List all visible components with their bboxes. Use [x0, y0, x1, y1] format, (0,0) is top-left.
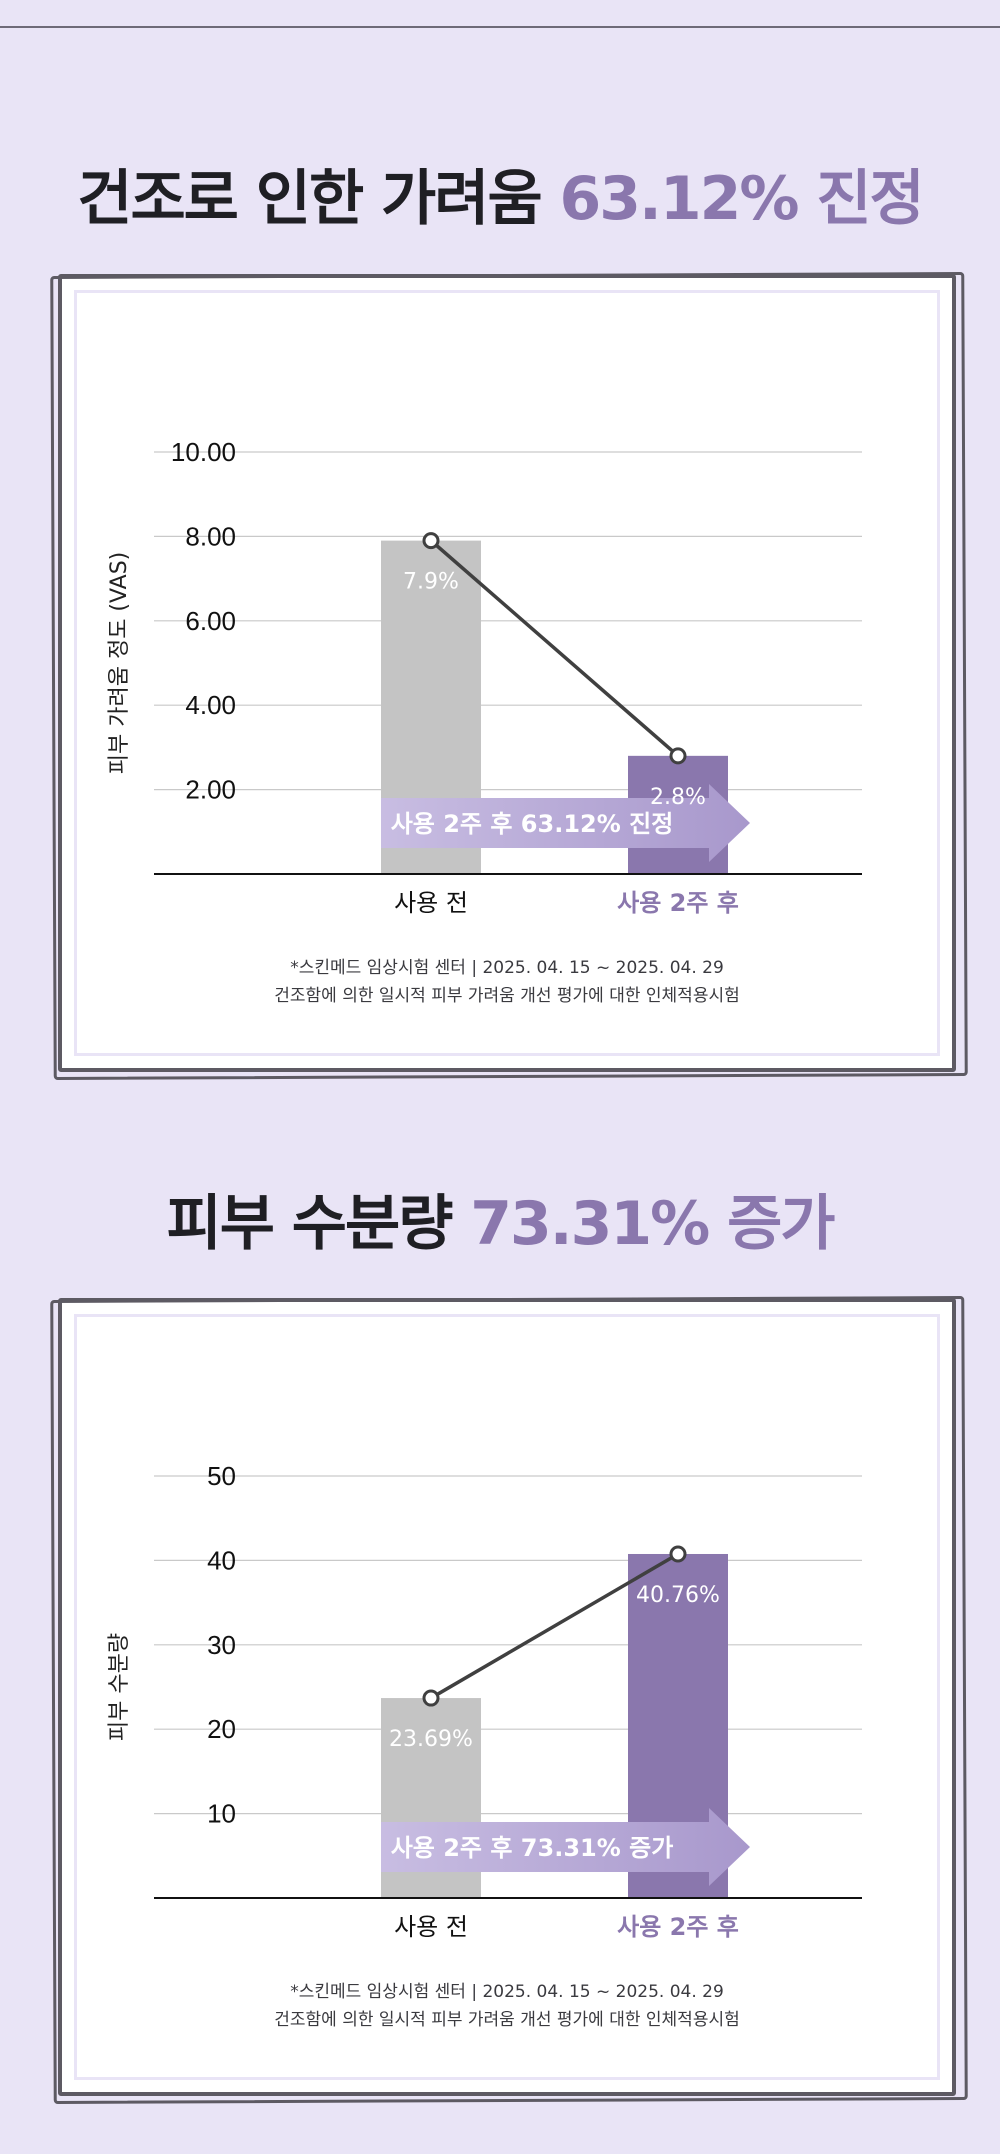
chart-frame: 피부 수분량 10 20 30 40 50 사용 2주 후 73.31% 증가 23.69% 4… [58, 1298, 956, 2096]
title-main: 건조로 인한 가려움 [77, 164, 560, 234]
trend-line [430, 1552, 679, 1700]
title-highlight: 73.31% 증가 [470, 1189, 835, 1259]
y-axis-label: 피부 수분량 [107, 1633, 132, 1741]
bar-value-label: 7.9% [403, 570, 459, 595]
y-tick-label: 50 [207, 1461, 236, 1491]
improvement-arrow: 사용 2주 후 63.12% 진정 [381, 784, 750, 862]
bar-value-label: 2.8% [650, 785, 706, 810]
footnote: *스킨메드 임상시험 센터 | 2025. 04. 15 ~ 2025. 04.… [62, 1978, 952, 2034]
arrow-shape [381, 1808, 750, 1886]
y-tick-label: 8.00 [185, 521, 236, 551]
y-tick-label: 6.00 [185, 606, 236, 636]
footnote-line-2: 건조함에 의한 일시적 피부 가려움 개선 평가에 대한 인체적용시험 [274, 2010, 740, 2030]
y-tick-label: 30 [207, 1630, 236, 1660]
x-category-label: 사용 2주 후 [617, 889, 739, 917]
arrow-shape [381, 784, 750, 862]
footnote-line-1: *스킨메드 임상시험 센터 | 2025. 04. 15 ~ 2025. 04.… [290, 1982, 724, 2002]
trend-line [429, 539, 680, 758]
y-tick-label: 4.00 [185, 690, 236, 720]
improvement-arrow: 사용 2주 후 73.31% 증가 [381, 1808, 750, 1886]
chart-itch-vas: 피부 가려움 정도 (VAS) 2.00 4.00 6.00 8.00 10.00 사용 2… [107, 437, 862, 917]
data-point [422, 532, 440, 550]
bar-value-label: 23.69% [389, 1727, 473, 1752]
arrow-label: 사용 2주 후 73.31% 증가 [391, 1834, 674, 1862]
section-title: 피부 수분량 73.31% 증가 [0, 1175, 1000, 1262]
y-tick-label: 2.00 [185, 775, 236, 805]
x-category-label: 사용 전 [394, 1913, 468, 1941]
chart-inner-border [74, 290, 940, 1056]
title-highlight: 63.12% 진정 [559, 164, 925, 234]
footnote-line-1: *스킨메드 임상시험 센터 | 2025. 04. 15 ~ 2025. 04.… [290, 958, 724, 978]
chart-frame: 피부 가려움 정도 (VAS) 2.00 4.00 6.00 8.00 10.00 사용 2… [58, 274, 956, 1072]
chart-inner-border [74, 1314, 940, 2080]
y-tick-label: 10.00 [171, 437, 236, 467]
footnote-line-2: 건조함에 의한 일시적 피부 가려움 개선 평가에 대한 인체적용시험 [274, 986, 740, 1006]
top-divider [0, 26, 1000, 28]
section-title: 건조로 인한 가려움 63.12% 진정 [0, 150, 1000, 237]
arrow-label: 사용 2주 후 63.12% 진정 [391, 810, 674, 838]
x-category-label: 사용 2주 후 [617, 1913, 739, 1941]
y-axis-label: 피부 가려움 정도 (VAS) [107, 552, 132, 774]
y-tick-label: 10 [207, 1799, 236, 1829]
bar-value-label: 40.76% [636, 1583, 720, 1608]
footnote: *스킨메드 임상시험 센터 | 2025. 04. 15 ~ 2025. 04.… [62, 954, 952, 1010]
y-tick-label: 40 [207, 1545, 236, 1575]
title-main: 피부 수분량 [166, 1189, 471, 1259]
chart-moisture: 피부 수분량 10 20 30 40 50 사용 2주 후 73.31% 증가 23.69% 4… [107, 1461, 862, 1941]
data-point [422, 1689, 440, 1707]
data-point [669, 1545, 687, 1563]
y-tick-label: 20 [207, 1714, 236, 1744]
x-category-label: 사용 전 [394, 889, 468, 917]
data-point [669, 747, 687, 765]
